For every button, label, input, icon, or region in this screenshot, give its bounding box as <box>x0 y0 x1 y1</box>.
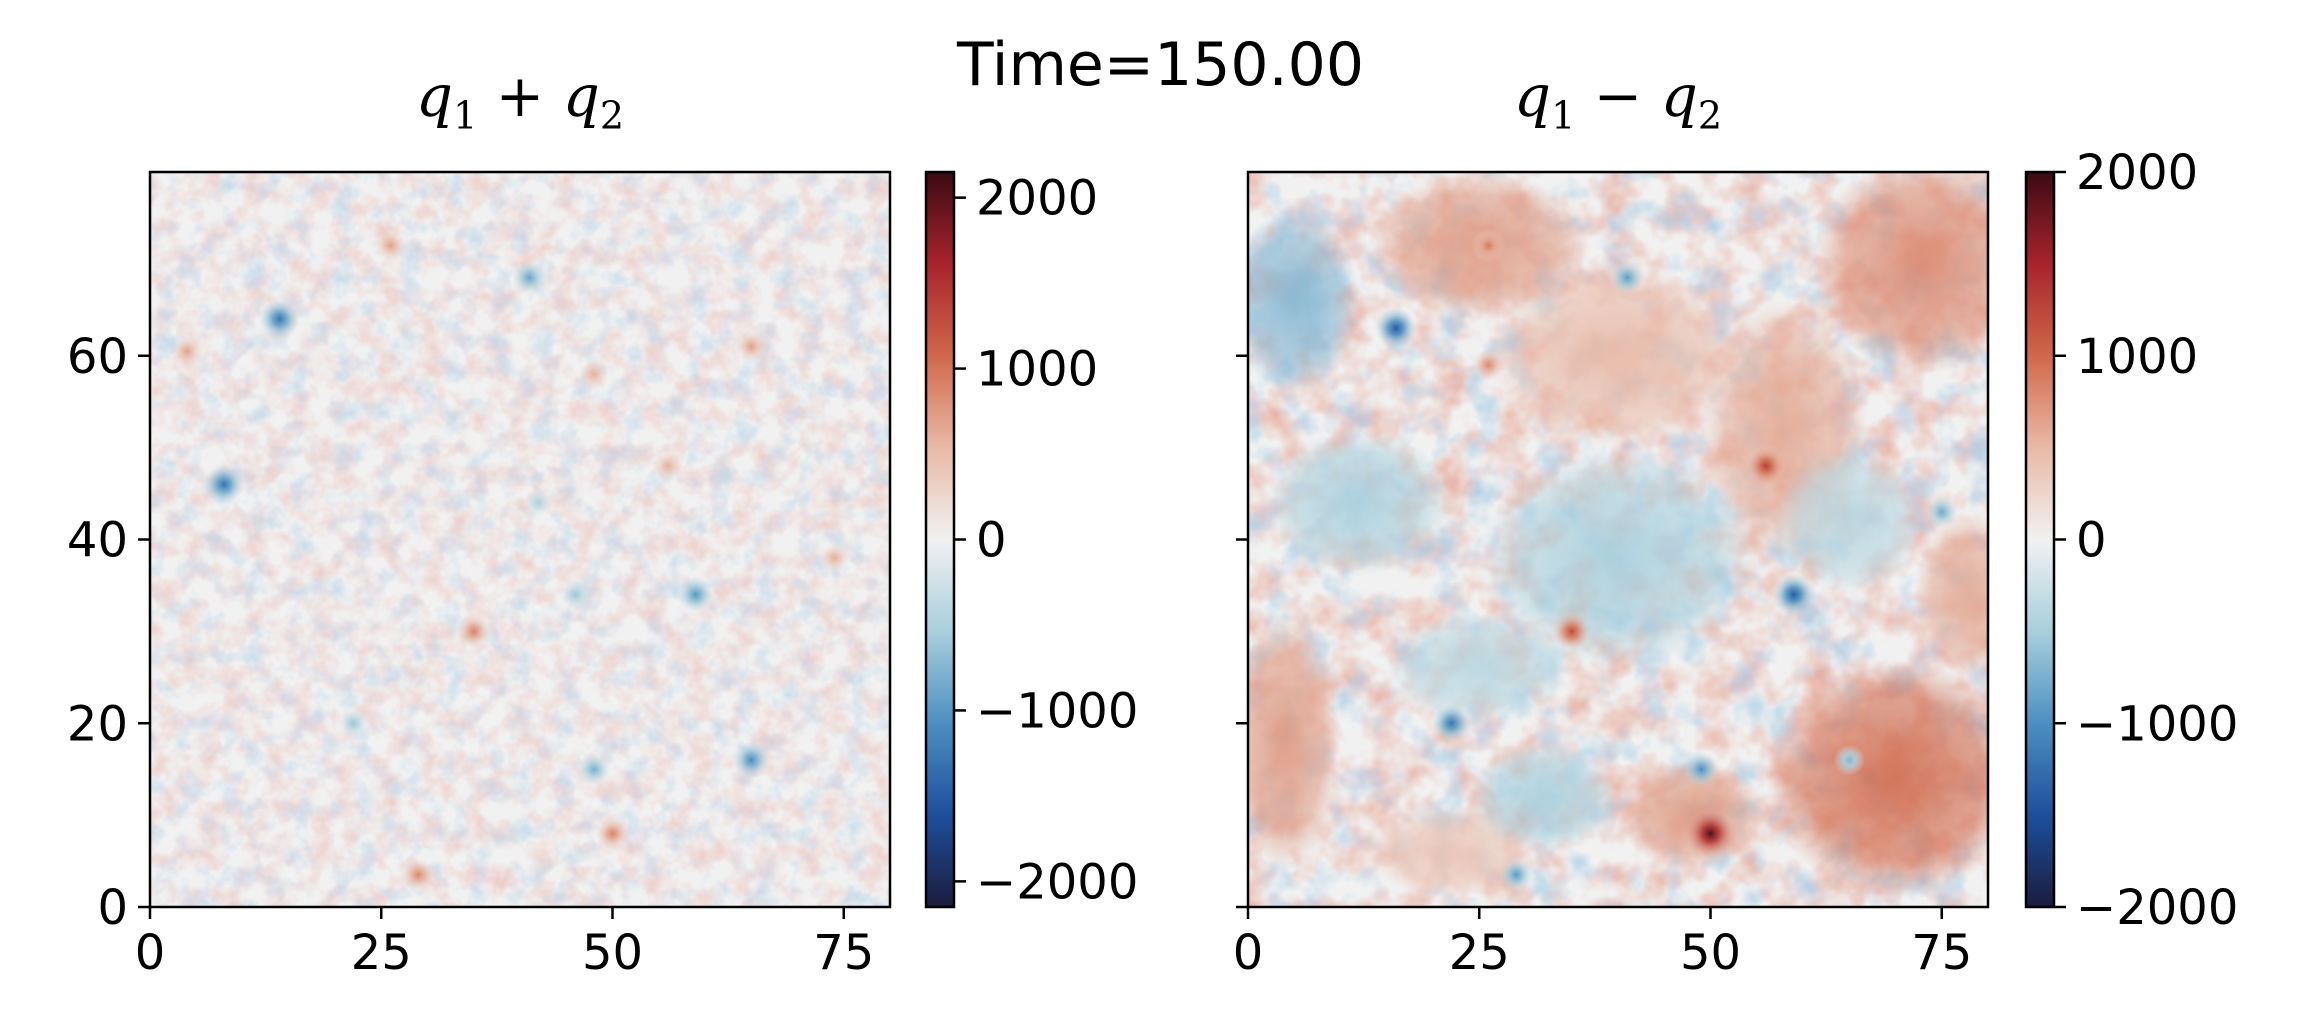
y-tick-label: 20 <box>67 696 128 752</box>
vortex-point <box>1683 751 1720 788</box>
panel-title-sum-sub-a: 1 <box>453 93 478 138</box>
vortex-point <box>512 260 547 295</box>
panel-title-difference-symbol-a: q <box>1513 62 1552 130</box>
vortex-point <box>735 330 767 363</box>
colorbar-tick-label: 1000 <box>2076 329 2198 385</box>
y-tick-label: 60 <box>67 329 128 385</box>
vortex-point <box>1610 260 1645 295</box>
panel-sum: 0 25 50 75 0 20 40 60 2000 1000 0 −1000 −2000 <box>67 171 1138 981</box>
heatmap-region <box>1248 613 1341 871</box>
panel-title-sum: q1 + q2 <box>150 62 890 138</box>
colorbar-tick-label: 2000 <box>2076 145 2198 201</box>
vortex-point <box>560 579 591 610</box>
vortex-point <box>1374 306 1418 350</box>
panel-title-sum-symbol-a: q <box>415 62 454 130</box>
vortex-point <box>524 488 553 517</box>
heatmap-region <box>1479 447 1757 669</box>
colorbar-tick-label: −1000 <box>976 683 1138 739</box>
vortex-point <box>1685 808 1736 859</box>
heatmap-region <box>1812 172 1988 375</box>
vortex-point <box>374 229 407 262</box>
x-tick-label: 50 <box>582 925 643 981</box>
heatmap-field-difference <box>1248 172 1988 907</box>
colorbar-difference: 2000 1000 0 −1000 −2000 <box>2024 145 2238 936</box>
heatmap-region <box>1266 429 1452 577</box>
vortex-point <box>677 576 714 613</box>
colorbar-tick-label: −2000 <box>976 854 1138 910</box>
vortex-point <box>1833 744 1865 776</box>
x-tick-label: 25 <box>351 925 412 981</box>
vortex-point <box>595 816 630 851</box>
panel-difference: 0 25 50 75 2000 1000 0 −1000 −2000 <box>1233 145 2239 981</box>
vortex-point <box>1745 445 1787 487</box>
x-tick-label: 0 <box>135 925 166 981</box>
colorbar-tick-label: 2000 <box>976 171 1098 227</box>
panel-title-difference-sub-a: 1 <box>1551 93 1576 138</box>
vortex-point <box>732 741 771 779</box>
vortex-point <box>1925 495 1959 529</box>
panel-title-difference-symbol-b: q <box>1660 62 1698 130</box>
colorbar-gradient <box>2026 172 2054 907</box>
heatmap-region <box>1914 511 1988 678</box>
panel-title-sum-symbol-b: q <box>562 62 600 130</box>
y-tick-label: 40 <box>67 513 128 569</box>
panel-title-difference-sub-b: 2 <box>1697 93 1723 138</box>
colorbar-tick-label: 0 <box>2076 513 2107 569</box>
vortex-point <box>338 708 369 739</box>
heatmap-region <box>1775 447 1924 595</box>
vortex-point <box>1552 611 1592 651</box>
y-tick-label: 0 <box>97 880 128 936</box>
heatmap-filaments <box>150 172 890 907</box>
panel-title-sum-sub-b: 2 <box>599 93 625 138</box>
vortex-point <box>1772 573 1815 616</box>
colorbar-tick-label: −2000 <box>2076 880 2238 936</box>
x-tick-label: 50 <box>1680 925 1741 981</box>
colorbar-gradient <box>926 172 954 907</box>
heatmap-region <box>1488 263 1748 448</box>
vortex-point <box>579 359 609 389</box>
vortex-point <box>401 858 436 892</box>
x-tick-label: 0 <box>1233 925 1264 981</box>
vortex-point <box>259 298 300 340</box>
vortex-point <box>653 451 683 481</box>
x-tick-label: 75 <box>813 925 874 981</box>
heatmap-region <box>1386 613 1572 724</box>
x-tick-label: 25 <box>1449 925 1510 981</box>
colorbar-tick-label: −1000 <box>2076 696 2238 752</box>
vortex-point <box>171 335 203 367</box>
panel-title-sum-operator: + <box>477 62 563 130</box>
vortex-point <box>1499 857 1534 893</box>
x-tick-label: 75 <box>1911 925 1972 981</box>
vortex-point <box>1471 228 1506 263</box>
figure-title: Time=150.00 <box>956 30 1365 100</box>
heatmap-field-sum <box>150 172 890 907</box>
panel-title-difference-operator: − <box>1575 62 1661 130</box>
heatmap-region <box>1248 208 1359 393</box>
heatmap-region <box>1470 741 1618 852</box>
vortex-point <box>1472 348 1505 382</box>
colorbar-tick-label: 1000 <box>976 342 1098 398</box>
vortex-point <box>819 543 850 573</box>
colorbar-sum: 2000 1000 0 −1000 −2000 <box>924 171 1138 910</box>
vortex-point <box>577 752 611 786</box>
panel-title-difference: q1 − q2 <box>1248 62 1988 138</box>
vortex-point <box>203 463 245 505</box>
colorbar-tick-label: 0 <box>976 513 1007 569</box>
vortex-point <box>456 614 491 649</box>
heatmap-region <box>1766 658 1988 898</box>
vortex-point <box>1431 703 1472 743</box>
